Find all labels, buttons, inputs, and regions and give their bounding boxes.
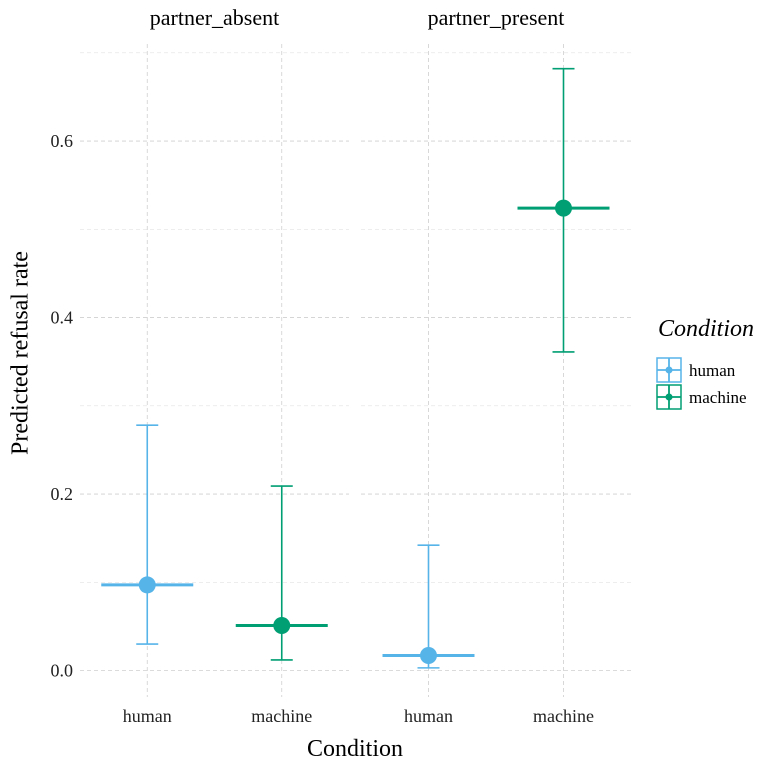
legend-label-human: human [689, 361, 736, 380]
point-range-partner-present-human [382, 544, 475, 669]
x-tick-label: human [123, 706, 172, 726]
y-tick-label: 0.2 [51, 484, 74, 504]
legend: Condition human machine [656, 316, 754, 410]
x-tick-label: machine [533, 706, 594, 726]
y-axis-title: Predicted refusal rate [8, 251, 34, 455]
legend-key-machine [656, 384, 682, 410]
y-tick-label: 0.4 [51, 308, 74, 328]
estimate-point [273, 617, 291, 635]
x-tick-label: human [404, 706, 453, 726]
legend-label-machine: machine [689, 388, 747, 407]
estimate-point [138, 576, 156, 594]
marks [101, 67, 610, 669]
estimate-point [555, 199, 572, 217]
x-axis-title: Condition [307, 736, 403, 759]
facet-label: partner_present [428, 5, 565, 30]
legend-title: Condition [658, 316, 754, 342]
point-range-partner-absent-human [101, 424, 194, 645]
point-range-partner-absent-machine [235, 485, 328, 661]
facet-label: partner_absent [150, 5, 280, 30]
y-tick-label: 0.6 [51, 131, 74, 151]
legend-key-human [656, 357, 682, 383]
point-range-partner-present-machine [517, 67, 610, 353]
estimate-point [420, 647, 437, 665]
y-tick-label: 0.0 [51, 661, 74, 681]
x-tick-label: machine [251, 706, 312, 726]
